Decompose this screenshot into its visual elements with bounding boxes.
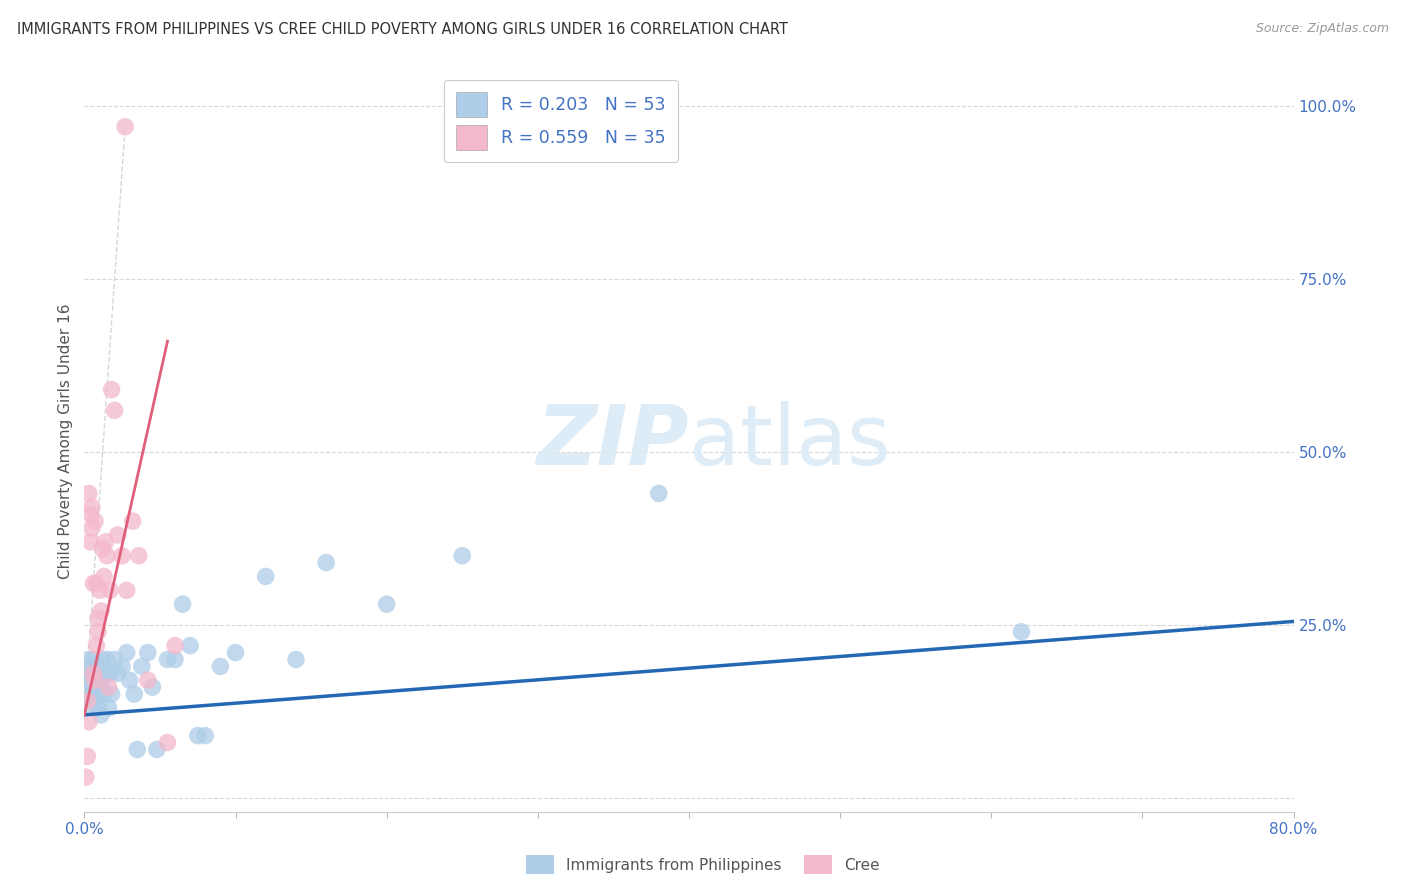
Point	[141, 680, 163, 694]
Point	[77, 680, 100, 694]
Point	[86, 694, 108, 708]
Point	[94, 666, 117, 681]
Point	[87, 624, 110, 639]
Point	[1011, 624, 1033, 639]
Point	[79, 694, 101, 708]
Point	[128, 549, 150, 563]
Point	[82, 652, 104, 666]
Point	[107, 528, 129, 542]
Point	[209, 659, 232, 673]
Point	[86, 639, 108, 653]
Point	[315, 556, 337, 570]
Text: IMMIGRANTS FROM PHILIPPINES VS CREE CHILD POVERTY AMONG GIRLS UNDER 16 CORRELATI: IMMIGRANTS FROM PHILIPPINES VS CREE CHIL…	[17, 22, 787, 37]
Point	[225, 646, 247, 660]
Point	[156, 652, 179, 666]
Point	[82, 701, 104, 715]
Point	[122, 687, 145, 701]
Text: ZIP: ZIP	[536, 401, 689, 482]
Point	[75, 770, 97, 784]
Point	[285, 652, 308, 666]
Point	[165, 652, 187, 666]
Point	[115, 583, 138, 598]
Point	[194, 729, 217, 743]
Point	[98, 666, 121, 681]
Point	[254, 569, 277, 583]
Point	[100, 687, 122, 701]
Point	[89, 583, 111, 598]
Point	[172, 597, 194, 611]
Point	[82, 576, 104, 591]
Point	[87, 673, 110, 688]
Point	[87, 701, 110, 715]
Point	[89, 666, 111, 681]
Point	[179, 639, 201, 653]
Point	[114, 120, 136, 134]
Text: Source: ZipAtlas.com: Source: ZipAtlas.com	[1256, 22, 1389, 36]
Point	[89, 694, 111, 708]
Point	[76, 694, 98, 708]
Point	[84, 673, 107, 688]
Point	[96, 652, 118, 666]
Point	[84, 673, 107, 688]
Point	[104, 403, 127, 417]
Point	[91, 652, 114, 666]
Point	[121, 514, 143, 528]
Point	[127, 742, 149, 756]
Point	[84, 687, 107, 701]
Point	[115, 646, 138, 660]
Point	[91, 541, 114, 556]
Point	[79, 507, 101, 521]
Point	[86, 659, 108, 673]
Y-axis label: Child Poverty Among Girls Under 16: Child Poverty Among Girls Under 16	[58, 304, 73, 579]
Point	[96, 549, 118, 563]
Point	[84, 514, 107, 528]
Point	[76, 749, 98, 764]
Point	[375, 597, 398, 611]
Point	[98, 583, 121, 598]
Point	[187, 729, 209, 743]
Point	[146, 742, 169, 756]
Point	[77, 714, 100, 729]
Point	[86, 576, 108, 591]
Point	[87, 611, 110, 625]
Point	[80, 521, 103, 535]
Point	[118, 673, 141, 688]
Point	[107, 666, 129, 681]
Legend: R = 0.203   N = 53, R = 0.559   N = 35: R = 0.203 N = 53, R = 0.559 N = 35	[444, 80, 678, 162]
Text: atlas: atlas	[689, 401, 890, 482]
Point	[90, 604, 112, 618]
Point	[80, 687, 103, 701]
Legend: Immigrants from Philippines, Cree: Immigrants from Philippines, Cree	[520, 849, 886, 880]
Point	[93, 569, 115, 583]
Point	[97, 680, 120, 694]
Point	[93, 687, 115, 701]
Point	[136, 646, 159, 660]
Point	[165, 639, 187, 653]
Point	[131, 659, 153, 673]
Point	[76, 673, 98, 688]
Point	[111, 659, 134, 673]
Point	[111, 549, 134, 563]
Point	[104, 652, 127, 666]
Point	[79, 659, 101, 673]
Point	[97, 701, 120, 715]
Point	[100, 383, 122, 397]
Point	[77, 652, 100, 666]
Point	[648, 486, 671, 500]
Point	[90, 707, 112, 722]
Point	[82, 666, 104, 681]
Point	[136, 673, 159, 688]
Point	[90, 673, 112, 688]
Point	[80, 500, 103, 515]
Point	[156, 735, 179, 749]
Point	[91, 680, 114, 694]
Point	[77, 486, 100, 500]
Point	[80, 666, 103, 681]
Point	[451, 549, 474, 563]
Point	[79, 534, 101, 549]
Point	[94, 534, 117, 549]
